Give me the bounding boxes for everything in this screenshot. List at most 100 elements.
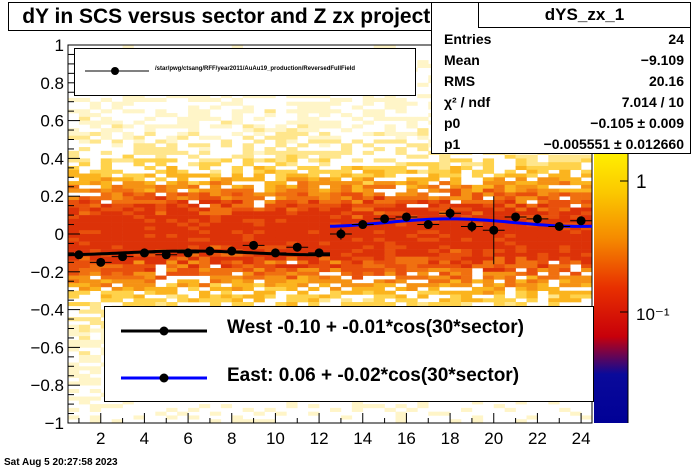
- heatmap-cell: [581, 260, 593, 265]
- heatmap-cell: [559, 188, 571, 193]
- heatmap-cell: [395, 268, 407, 273]
- heatmap-cell: [417, 211, 429, 216]
- heatmap-cell: [384, 249, 396, 254]
- heatmap-cell: [308, 256, 320, 261]
- heatmap-cell: [166, 222, 178, 227]
- heatmap-cell: [319, 113, 331, 118]
- heatmap-cell: [111, 260, 123, 265]
- heatmap-cell: [526, 165, 538, 171]
- heatmap-cell: [122, 226, 134, 231]
- heatmap-cell: [439, 154, 451, 159]
- heatmap-cell: [188, 192, 200, 197]
- heatmap-cell: [373, 222, 385, 227]
- heatmap-cell: [428, 286, 440, 291]
- heatmap-cell: [308, 139, 320, 144]
- heatmap-cell: [242, 147, 254, 152]
- heatmap-cell: [461, 184, 473, 189]
- heatmap-cell: [275, 275, 287, 280]
- heatmap-cell: [493, 404, 505, 409]
- heatmap-cell: [504, 234, 516, 239]
- heatmap-cell: [100, 165, 112, 171]
- heatmap-cell: [581, 237, 593, 242]
- heatmap-cell: [330, 154, 342, 159]
- heatmap-cell: [122, 241, 134, 246]
- heatmap-cell: [330, 211, 342, 216]
- heatmap-cell: [275, 131, 287, 137]
- heatmap-cell: [133, 196, 145, 201]
- legend-top: /star/pwg/ctsang/RFF/year2011/AuAu19_pro…: [74, 48, 416, 96]
- heatmap-cell: [68, 290, 80, 295]
- heatmap-cell: [482, 215, 495, 220]
- heatmap-cell: [89, 139, 102, 144]
- heatmap-cell: [362, 109, 374, 114]
- heatmap-cell: [111, 419, 123, 424]
- heatmap-cell: [188, 230, 200, 235]
- heatmap-cell: [100, 158, 112, 163]
- heatmap-cell: [122, 188, 134, 193]
- heatmap-cell: [253, 234, 265, 239]
- heatmap-cell: [100, 245, 112, 250]
- heatmap-cell: [515, 302, 527, 307]
- heatmap-cell: [330, 290, 342, 295]
- x-tick-label: 22: [528, 429, 547, 448]
- heatmap-cell: [68, 328, 80, 333]
- heatmap-cell: [264, 165, 276, 171]
- heatmap-cell: [199, 298, 211, 303]
- heatmap-cell: [297, 226, 309, 231]
- heatmap-cell: [100, 222, 112, 227]
- heatmap-cell: [570, 237, 582, 242]
- heatmap-cell: [253, 283, 265, 288]
- heatmap-cell: [122, 264, 134, 269]
- heatmap-cell: [308, 222, 320, 227]
- heatmap-cell: [537, 230, 549, 235]
- heatmap-cell: [133, 218, 145, 223]
- heatmap-cell: [351, 237, 364, 242]
- heatmap-cell: [89, 105, 102, 110]
- heatmap-cell: [570, 260, 582, 265]
- heatmap-cell: [482, 222, 495, 227]
- heatmap-cell: [461, 275, 473, 280]
- heatmap-cell: [319, 234, 331, 239]
- heatmap-cell: [111, 207, 123, 212]
- heatmap-cell: [286, 120, 298, 125]
- heatmap-cell: [515, 154, 527, 159]
- heatmap-cell: [482, 169, 495, 174]
- heatmap-cell: [439, 252, 451, 257]
- heatmap-cell: [286, 275, 298, 280]
- heatmap-cell: [220, 158, 233, 163]
- heatmap-cell: [417, 154, 429, 159]
- heatmap-cell: [68, 268, 80, 273]
- heatmap-cell: [471, 226, 484, 231]
- heatmap-cell: [275, 184, 287, 189]
- heatmap-cell: [581, 234, 593, 239]
- heatmap-cell: [78, 203, 91, 208]
- heatmap-cell: [242, 177, 254, 182]
- heatmap-cell: [209, 241, 222, 246]
- heatmap-cell: [559, 298, 571, 303]
- heatmap-cell: [439, 169, 451, 174]
- heatmap-cell: [406, 286, 418, 291]
- heatmap-cell: [373, 234, 385, 239]
- heatmap-cell: [351, 260, 364, 265]
- heatmap-cell: [133, 184, 145, 189]
- heatmap-cell: [319, 188, 331, 193]
- heatmap-cell: [471, 234, 484, 239]
- heatmap-cell: [395, 264, 407, 269]
- heatmap-cell: [231, 173, 243, 178]
- heatmap-cell: [68, 131, 80, 137]
- heatmap-cell: [461, 252, 473, 257]
- heatmap-cell: [166, 158, 178, 163]
- heatmap-cell: [242, 211, 254, 216]
- heatmap-cell: [177, 199, 189, 205]
- heatmap-cell: [78, 199, 91, 205]
- heatmap-cell: [133, 177, 145, 182]
- heatmap-cell: [319, 215, 331, 220]
- heatmap-cell: [264, 264, 276, 269]
- heatmap-cell: [461, 407, 473, 412]
- heatmap-cell: [122, 218, 134, 223]
- heatmap-cell: [406, 275, 418, 280]
- heatmap-cell: [439, 260, 451, 265]
- heatmap-cell: [242, 150, 254, 155]
- heatmap-cell: [144, 218, 156, 223]
- heatmap-cell: [471, 184, 484, 189]
